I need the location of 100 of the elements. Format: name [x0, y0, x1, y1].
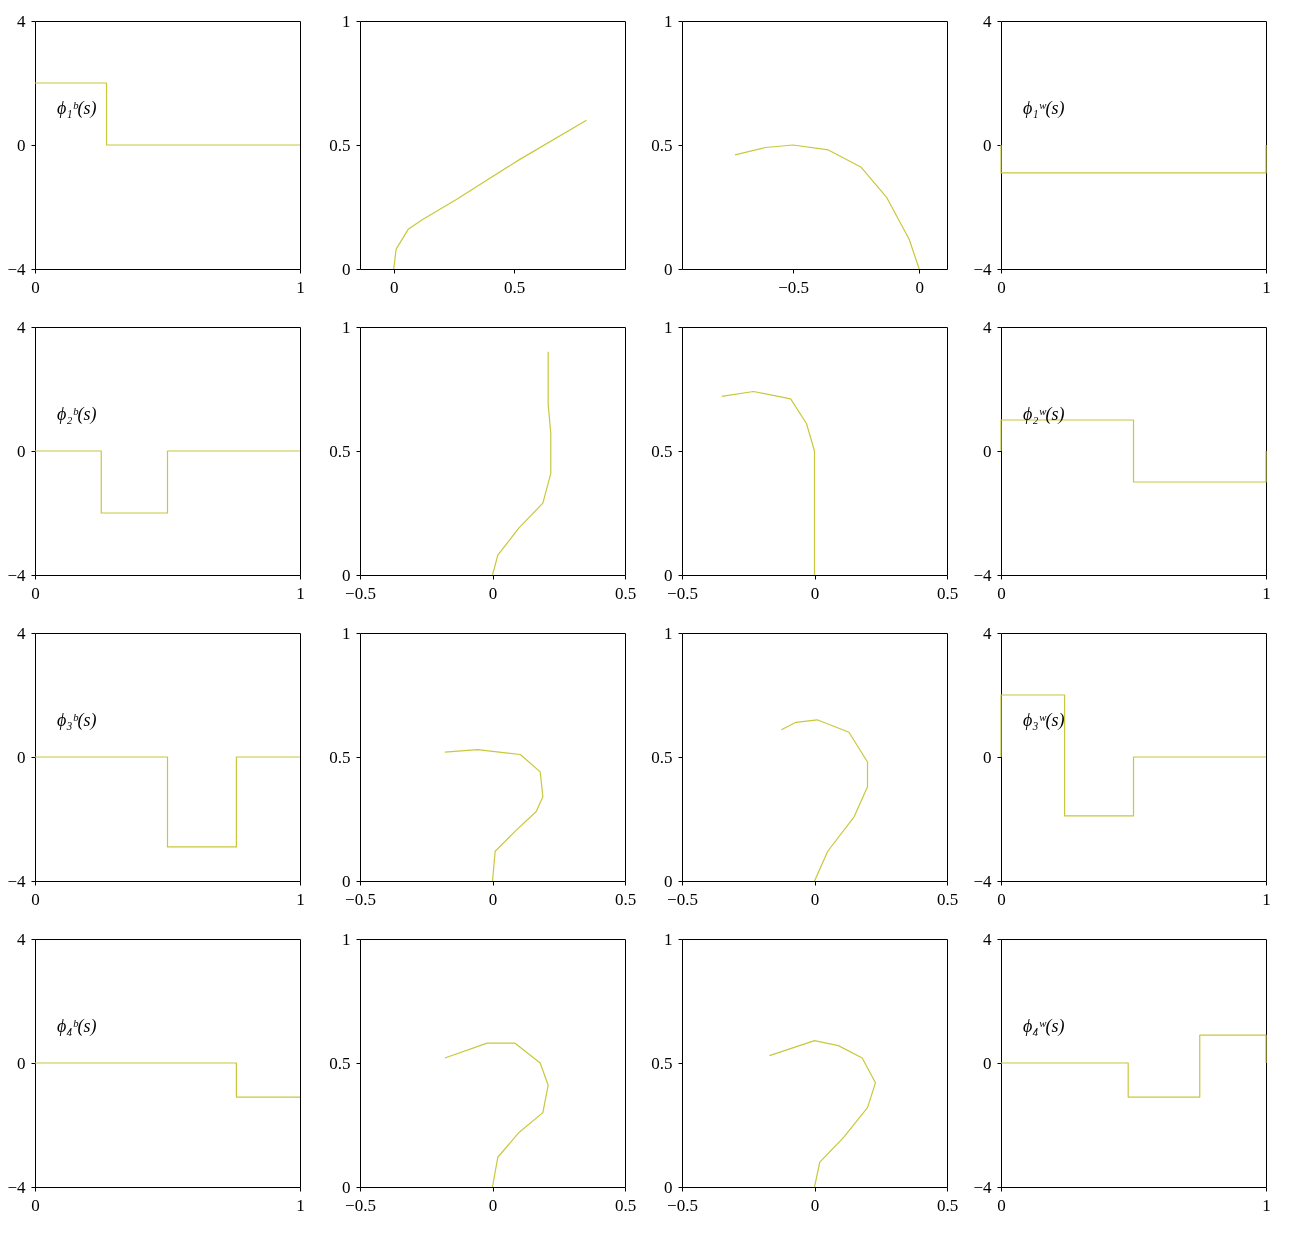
x-tick-label: 1	[1262, 889, 1271, 909]
x-tick-label: 1	[1262, 1195, 1271, 1215]
y-tick-label: 0	[664, 871, 673, 891]
annotation: ϕ₁ʷ(s)	[1023, 98, 1065, 119]
x-tick-label: 1	[296, 1195, 305, 1215]
y-tick-label: 1	[342, 929, 351, 949]
x-tick-label: 0.5	[936, 1195, 959, 1215]
annotation: ϕ₄ʷ(s)	[1023, 1016, 1065, 1037]
y-tick-label: 0.5	[651, 441, 673, 461]
line-series	[444, 748, 544, 882]
y-tick-label: 0	[983, 135, 992, 155]
x-tick-label: 0	[488, 583, 498, 603]
y-tick-label: 0	[17, 747, 26, 767]
y-tick-label: −4	[7, 871, 26, 891]
x-tick-label: 0	[31, 889, 40, 909]
line-series	[768, 1040, 877, 1188]
y-tick-label: −4	[7, 259, 26, 279]
x-tick-label: 0.5	[936, 583, 959, 603]
x-tick-label: 0	[31, 583, 40, 603]
y-tick-label: 0	[983, 1053, 992, 1073]
y-tick-label: −4	[7, 1177, 26, 1197]
annotation: ϕ₁ᵇ(s)	[57, 98, 97, 119]
line-series	[491, 351, 552, 576]
y-tick-label: 4	[17, 11, 26, 31]
y-tick-label: −4	[973, 565, 992, 585]
x-tick-label: 0	[488, 1195, 498, 1215]
x-tick-label: 0	[389, 277, 399, 297]
x-tick-label: −0.5	[778, 277, 809, 297]
y-tick-label: −4	[973, 1177, 992, 1197]
y-tick-label: −4	[7, 565, 26, 585]
y-tick-label: 0.5	[329, 135, 351, 155]
x-tick-label: 0	[915, 277, 924, 297]
line-series	[393, 119, 588, 270]
x-tick-label: −0.5	[667, 583, 698, 603]
x-tick-label: 0	[810, 583, 820, 603]
x-tick-label: 0.5	[614, 889, 637, 909]
line-series	[444, 1042, 549, 1188]
x-tick-label: 0	[997, 1195, 1006, 1215]
x-tick-label: 0	[31, 277, 40, 297]
y-tick-label: 4	[983, 929, 992, 949]
x-tick-label: 0	[997, 277, 1006, 297]
y-tick-label: 4	[983, 317, 992, 337]
x-tick-label: 1	[1262, 583, 1271, 603]
y-tick-label: 1	[664, 11, 673, 31]
x-tick-label: −0.5	[345, 1195, 376, 1215]
y-tick-label: 0	[664, 1177, 673, 1197]
x-tick-label: −0.5	[667, 889, 698, 909]
x-tick-label: 0.5	[936, 889, 959, 909]
y-tick-label: 0	[17, 441, 26, 461]
annotation: ϕ₂ᵇ(s)	[57, 404, 97, 425]
y-tick-label: 0	[664, 259, 673, 279]
y-tick-label: 0.5	[651, 747, 673, 767]
line-series	[734, 144, 920, 270]
y-tick-label: 0	[983, 441, 992, 461]
y-tick-label: 0	[17, 135, 26, 155]
y-tick-label: 1	[342, 11, 351, 31]
y-tick-label: 0	[342, 871, 351, 891]
y-tick-label: 0	[664, 565, 673, 585]
x-tick-label: 0	[488, 889, 498, 909]
y-tick-label: 1	[664, 317, 673, 337]
y-tick-label: 0	[983, 747, 992, 767]
x-tick-label: 0	[997, 583, 1006, 603]
x-tick-label: 0	[997, 889, 1006, 909]
y-tick-label: 0	[342, 565, 351, 585]
annotation: ϕ₂ʷ(s)	[1023, 404, 1065, 425]
y-tick-label: 4	[17, 929, 26, 949]
y-tick-label: 1	[342, 623, 351, 643]
annotation: ϕ₃ʷ(s)	[1023, 710, 1065, 731]
y-tick-label: 4	[17, 317, 26, 337]
x-tick-label: 0	[810, 889, 820, 909]
x-tick-label: 1	[296, 277, 305, 297]
y-tick-label: 0	[17, 1053, 26, 1073]
y-tick-label: 1	[664, 623, 673, 643]
y-tick-label: 4	[983, 11, 992, 31]
line-series	[721, 390, 816, 576]
y-tick-label: 4	[17, 623, 26, 643]
annotation: ϕ₄ᵇ(s)	[57, 1016, 97, 1037]
x-tick-label: −0.5	[345, 583, 376, 603]
x-tick-label: 1	[296, 889, 305, 909]
y-tick-label: 0.5	[651, 135, 673, 155]
line-series	[780, 719, 869, 882]
x-tick-label: 0	[31, 1195, 40, 1215]
y-tick-label: 1	[664, 929, 673, 949]
x-tick-label: 0.5	[614, 583, 637, 603]
x-tick-label: −0.5	[667, 1195, 698, 1215]
y-tick-label: 0	[342, 259, 351, 279]
x-tick-label: 0.5	[614, 1195, 637, 1215]
x-tick-label: −0.5	[345, 889, 376, 909]
y-tick-label: 0.5	[651, 1053, 673, 1073]
y-tick-label: 4	[983, 623, 992, 643]
y-tick-label: 0	[342, 1177, 351, 1197]
x-tick-label: 1	[296, 583, 305, 603]
y-tick-label: 0.5	[329, 1053, 351, 1073]
x-tick-label: 1	[1262, 277, 1271, 297]
annotation: ϕ₃ᵇ(s)	[57, 710, 97, 731]
y-tick-label: 0.5	[329, 441, 351, 461]
y-tick-label: −4	[973, 871, 992, 891]
x-tick-label: 0.5	[504, 277, 526, 297]
y-tick-label: 0.5	[329, 747, 351, 767]
y-tick-label: −4	[973, 259, 992, 279]
